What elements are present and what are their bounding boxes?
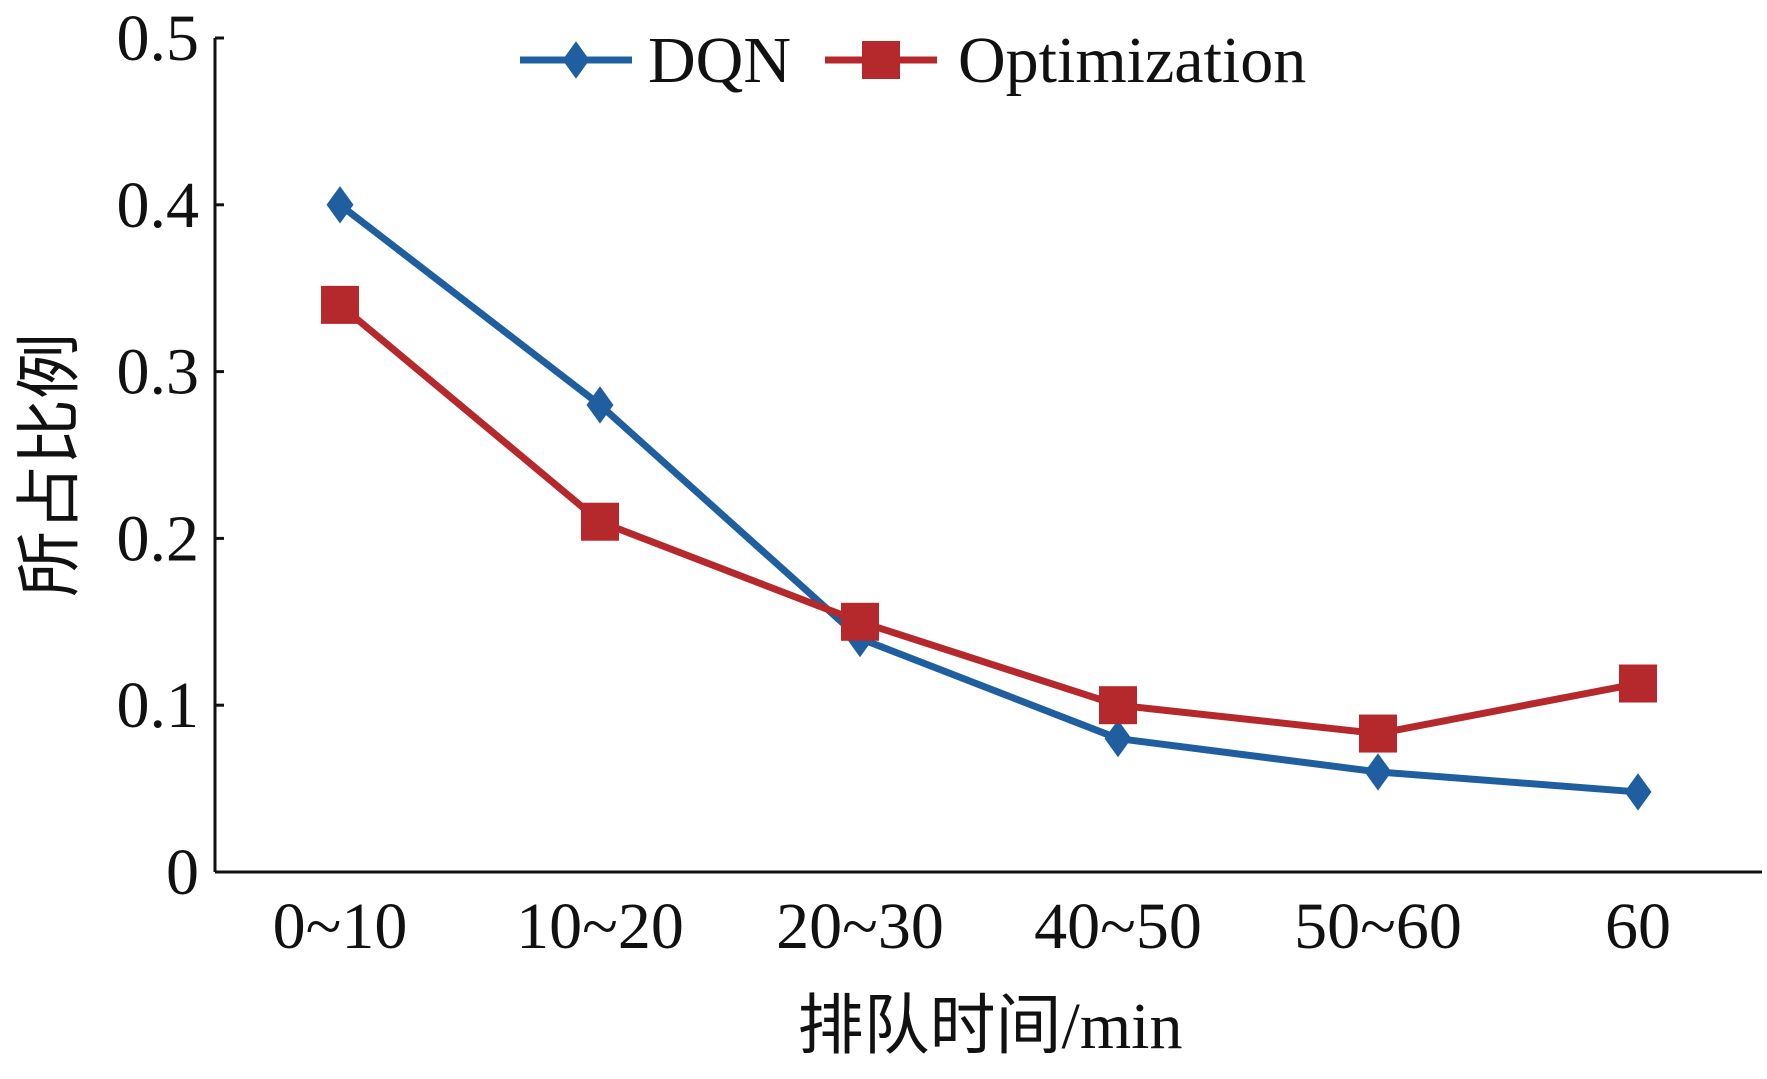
y-tick-label: 0.5 <box>117 2 200 75</box>
x-tick-label: 50~60 <box>1294 890 1462 963</box>
y-tick-label: 0.2 <box>117 502 200 575</box>
y-tick-label: 0.3 <box>117 336 200 409</box>
data-point-dqn <box>1104 719 1132 758</box>
legend-marker-dqn <box>562 41 590 79</box>
series-line-optimization <box>337 302 1639 738</box>
data-point-optimization <box>841 602 879 641</box>
legend-marker-optimization <box>862 41 900 79</box>
y-tick-label: 0 <box>166 836 199 909</box>
data-point-dqn <box>1624 773 1652 811</box>
data-point-dqn <box>586 386 614 424</box>
series-line-dqn <box>337 202 1639 796</box>
x-tick-label: 20~30 <box>776 890 944 963</box>
x-tick-label: 0~10 <box>273 890 408 963</box>
y-axis-title: 所占比例 <box>14 333 87 597</box>
x-tick-label: 10~20 <box>516 890 684 963</box>
y-tick-label: 0.4 <box>117 169 200 242</box>
data-point-optimization <box>1619 664 1657 703</box>
legend-label-optimization: Optimization <box>958 24 1306 97</box>
axes: 0 0.1 0.2 0.3 0.4 0.5 0~10 10~20 20~30 40~50 50~60… <box>117 2 1762 963</box>
y-tick-label: 0.1 <box>117 669 200 742</box>
x-tick-label: 60 <box>1605 890 1671 963</box>
data-point-dqn <box>1364 753 1392 791</box>
legend-label-dqn: DQN <box>648 24 791 97</box>
series-layer <box>321 186 1657 811</box>
data-point-dqn <box>326 186 354 224</box>
x-tick-label: 40~50 <box>1034 890 1202 963</box>
data-point-optimization <box>321 285 359 324</box>
data-point-optimization <box>1099 686 1137 725</box>
legend: DQN Optimization <box>520 24 1306 97</box>
x-axis-title: 排队时间/min <box>797 990 1182 1063</box>
data-point-optimization <box>1359 714 1397 753</box>
data-point-optimization <box>581 502 619 541</box>
